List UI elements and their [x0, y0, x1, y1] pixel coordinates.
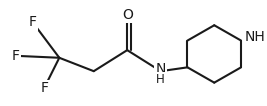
Text: N: N [155, 62, 166, 76]
Text: H: H [156, 73, 165, 86]
Text: NH: NH [245, 30, 266, 44]
Text: F: F [11, 49, 19, 63]
Text: O: O [122, 8, 133, 22]
Text: F: F [41, 81, 49, 95]
Text: F: F [29, 15, 37, 29]
